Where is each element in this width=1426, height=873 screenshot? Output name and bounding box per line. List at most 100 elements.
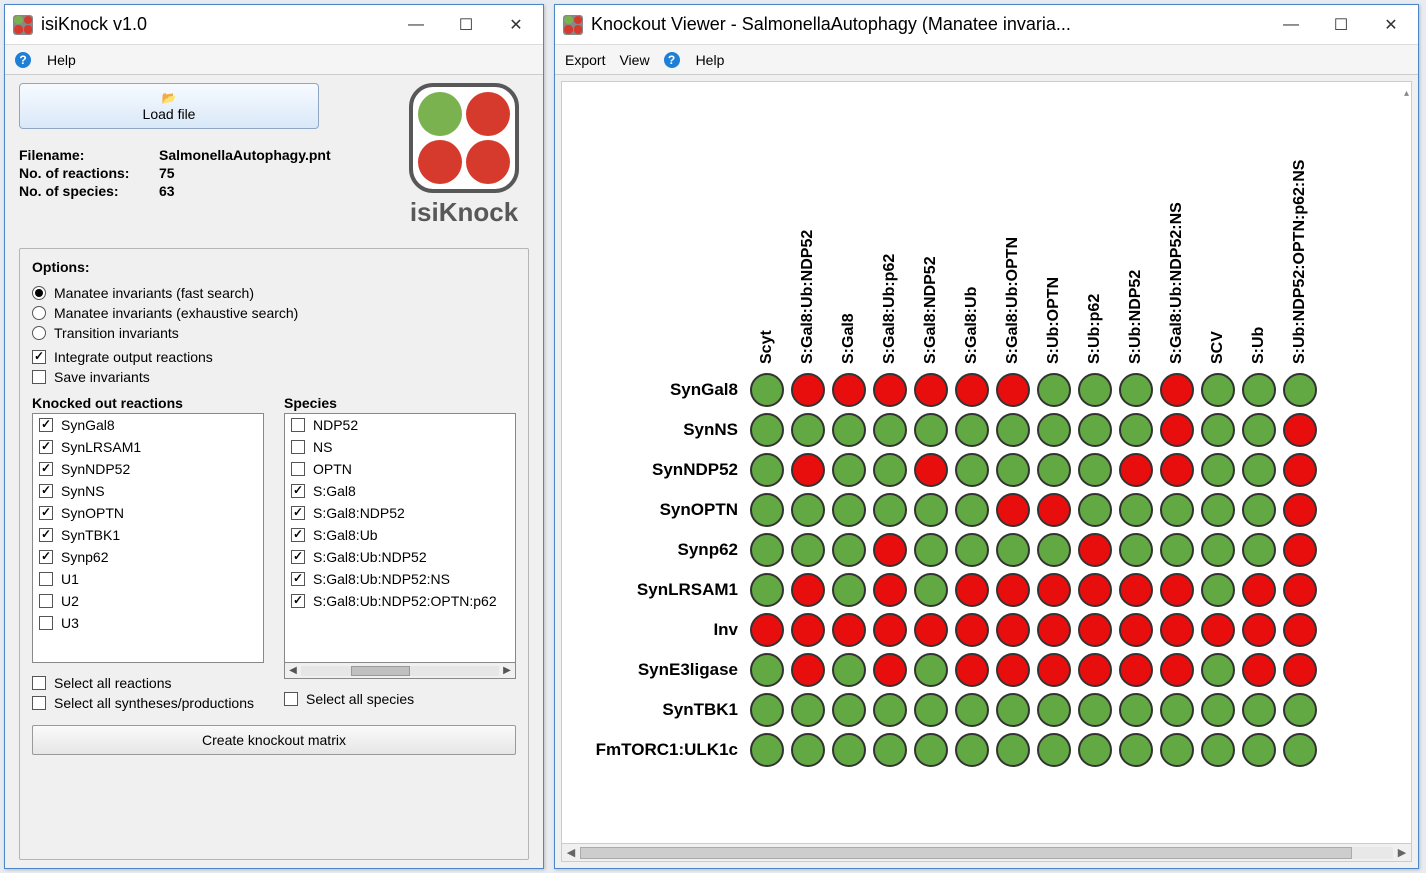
matrix-dot [1160,613,1194,647]
close-button[interactable]: ✕ [1366,6,1416,44]
list-item[interactable]: SynNDP52 [33,458,263,480]
select-all-reactions-checkbox[interactable] [32,676,46,690]
close-button[interactable]: ✕ [491,6,541,44]
select-all-species-row[interactable]: Select all species [284,691,516,707]
checkbox-icon[interactable] [291,528,305,542]
checkbox-icon[interactable] [291,484,305,498]
checkbox-icon[interactable] [39,572,53,586]
checkbox-icon[interactable] [291,594,305,608]
checkbox-icon[interactable] [39,462,53,476]
column-header: S:Ub:NDP52:OPTN:p62:NS [1291,90,1309,370]
menu-help[interactable]: Help [47,52,76,68]
matrix-dot [955,493,989,527]
row-header: SynOPTN [566,500,746,520]
checkbox-icon[interactable] [39,616,53,630]
checkbox-icon[interactable] [291,572,305,586]
checkbox-icon[interactable] [291,506,305,520]
list-item[interactable]: S:Gal8:Ub [285,524,515,546]
menubar: ? Help [5,45,543,75]
list-item-label: S:Gal8:Ub:NDP52:OPTN:p62 [313,593,497,609]
list-item[interactable]: U1 [33,568,263,590]
menu-view[interactable]: View [619,52,649,68]
checkbox-icon[interactable] [291,462,305,476]
maximize-button[interactable]: ☐ [1316,6,1366,44]
checkbox-icon[interactable] [39,440,53,454]
matrix-dot [791,693,825,727]
list-item[interactable]: SynOPTN [33,502,263,524]
option-radio-1[interactable]: Manatee invariants (exhaustive search) [32,305,516,321]
list-item[interactable]: OPTN [285,458,515,480]
radio-icon[interactable] [32,286,46,300]
species-hscroll[interactable]: ◀ ▶ [284,663,516,679]
list-item[interactable]: U2 [33,590,263,612]
option-check-1[interactable]: Save invariants [32,369,516,385]
matrix-dot [873,453,907,487]
row-header: Inv [566,620,746,640]
load-file-button[interactable]: 📂 Load file [19,83,319,129]
list-item[interactable]: S:Gal8:Ub:NDP52 [285,546,515,568]
option-radio-2[interactable]: Transition invariants [32,325,516,341]
option-radio-0[interactable]: Manatee invariants (fast search) [32,285,516,301]
matrix-dot [832,373,866,407]
checkbox-icon[interactable] [32,370,46,384]
matrix-dot [791,733,825,767]
select-all-syntheses-checkbox[interactable] [32,696,46,710]
select-all-species-checkbox[interactable] [284,692,298,706]
checkbox-icon[interactable] [39,484,53,498]
select-all-reactions-row[interactable]: Select all reactions [32,675,264,691]
list-item-label: NS [313,439,332,455]
list-item-label: OPTN [313,461,352,477]
matrix-dot [996,373,1030,407]
checkbox-icon[interactable] [39,550,53,564]
matrix-dot [1242,493,1276,527]
list-item[interactable]: SynGal8 [33,414,263,436]
checkbox-icon[interactable] [39,528,53,542]
checkbox-icon[interactable] [39,506,53,520]
scroll-left-icon[interactable]: ◀ [285,665,301,676]
titlebar[interactable]: isiKnock v1.0 — ☐ ✕ [5,5,543,45]
titlebar[interactable]: Knockout Viewer - SalmonellaAutophagy (M… [555,5,1418,45]
checkbox-icon[interactable] [39,594,53,608]
checkbox-icon[interactable] [291,440,305,454]
maximize-button[interactable]: ☐ [441,6,491,44]
list-item[interactable]: S:Gal8 [285,480,515,502]
radio-icon[interactable] [32,306,46,320]
radio-icon[interactable] [32,326,46,340]
menu-help[interactable]: Help [696,52,725,68]
matrix-dot [1160,533,1194,567]
select-all-syntheses-row[interactable]: Select all syntheses/productions [32,695,264,711]
minimize-button[interactable]: — [1266,6,1316,44]
species-listbox[interactable]: NDP52NSOPTNS:Gal8S:Gal8:NDP52S:Gal8:UbS:… [284,413,516,663]
list-item[interactable]: NDP52 [285,414,515,436]
option-check-0[interactable]: Integrate output reactions [32,349,516,365]
list-item[interactable]: U3 [33,612,263,634]
create-matrix-button[interactable]: Create knockout matrix [32,725,516,755]
list-item[interactable]: S:Gal8:Ub:NDP52:OPTN:p62 [285,590,515,612]
menu-export[interactable]: Export [565,52,605,68]
list-item[interactable]: S:Gal8:NDP52 [285,502,515,524]
matrix-dot [750,533,784,567]
scroll-up-icon[interactable]: ▴ [1404,88,1409,99]
matrix-dot [1160,653,1194,687]
list-item[interactable]: NS [285,436,515,458]
list-item[interactable]: SynTBK1 [33,524,263,546]
list-item[interactable]: SynLRSAM1 [33,436,263,458]
knocked-listbox[interactable]: SynGal8SynLRSAM1SynNDP52SynNSSynOPTNSynT… [32,413,264,663]
checkbox-icon[interactable] [291,550,305,564]
column-header: S:Ub:OPTN [1045,90,1063,370]
checkbox-icon[interactable] [32,350,46,364]
matrix-dot [914,413,948,447]
matrix-dot [1201,413,1235,447]
checkbox-icon[interactable] [291,418,305,432]
list-item[interactable]: SynNS [33,480,263,502]
list-item[interactable]: Synp62 [33,546,263,568]
checkbox-icon[interactable] [39,418,53,432]
viewer-hscroll[interactable]: ◀ ▶ [562,843,1411,861]
scroll-right-icon[interactable]: ▶ [499,665,515,676]
matrix-dot [1078,453,1112,487]
scroll-right-icon[interactable]: ▶ [1393,846,1411,859]
column-header: S:Gal8:Ub:p62 [881,90,899,370]
list-item[interactable]: S:Gal8:Ub:NDP52:NS [285,568,515,590]
minimize-button[interactable]: — [391,6,441,44]
scroll-left-icon[interactable]: ◀ [562,846,580,859]
